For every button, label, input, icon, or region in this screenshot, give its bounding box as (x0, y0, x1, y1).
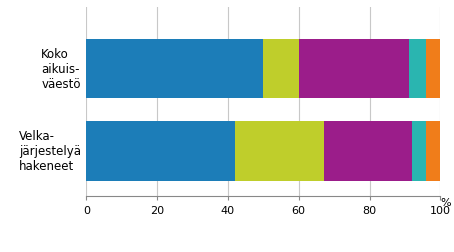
Bar (299, 40, 409, 99)
Bar (412, 122, 426, 181)
Bar (86, 40, 263, 99)
Bar (263, 40, 299, 99)
Bar (409, 40, 426, 99)
Bar (235, 122, 324, 181)
Bar (324, 122, 412, 181)
Bar (86, 122, 235, 181)
Bar (426, 122, 440, 181)
Bar (426, 40, 440, 99)
Text: %: % (440, 197, 451, 207)
